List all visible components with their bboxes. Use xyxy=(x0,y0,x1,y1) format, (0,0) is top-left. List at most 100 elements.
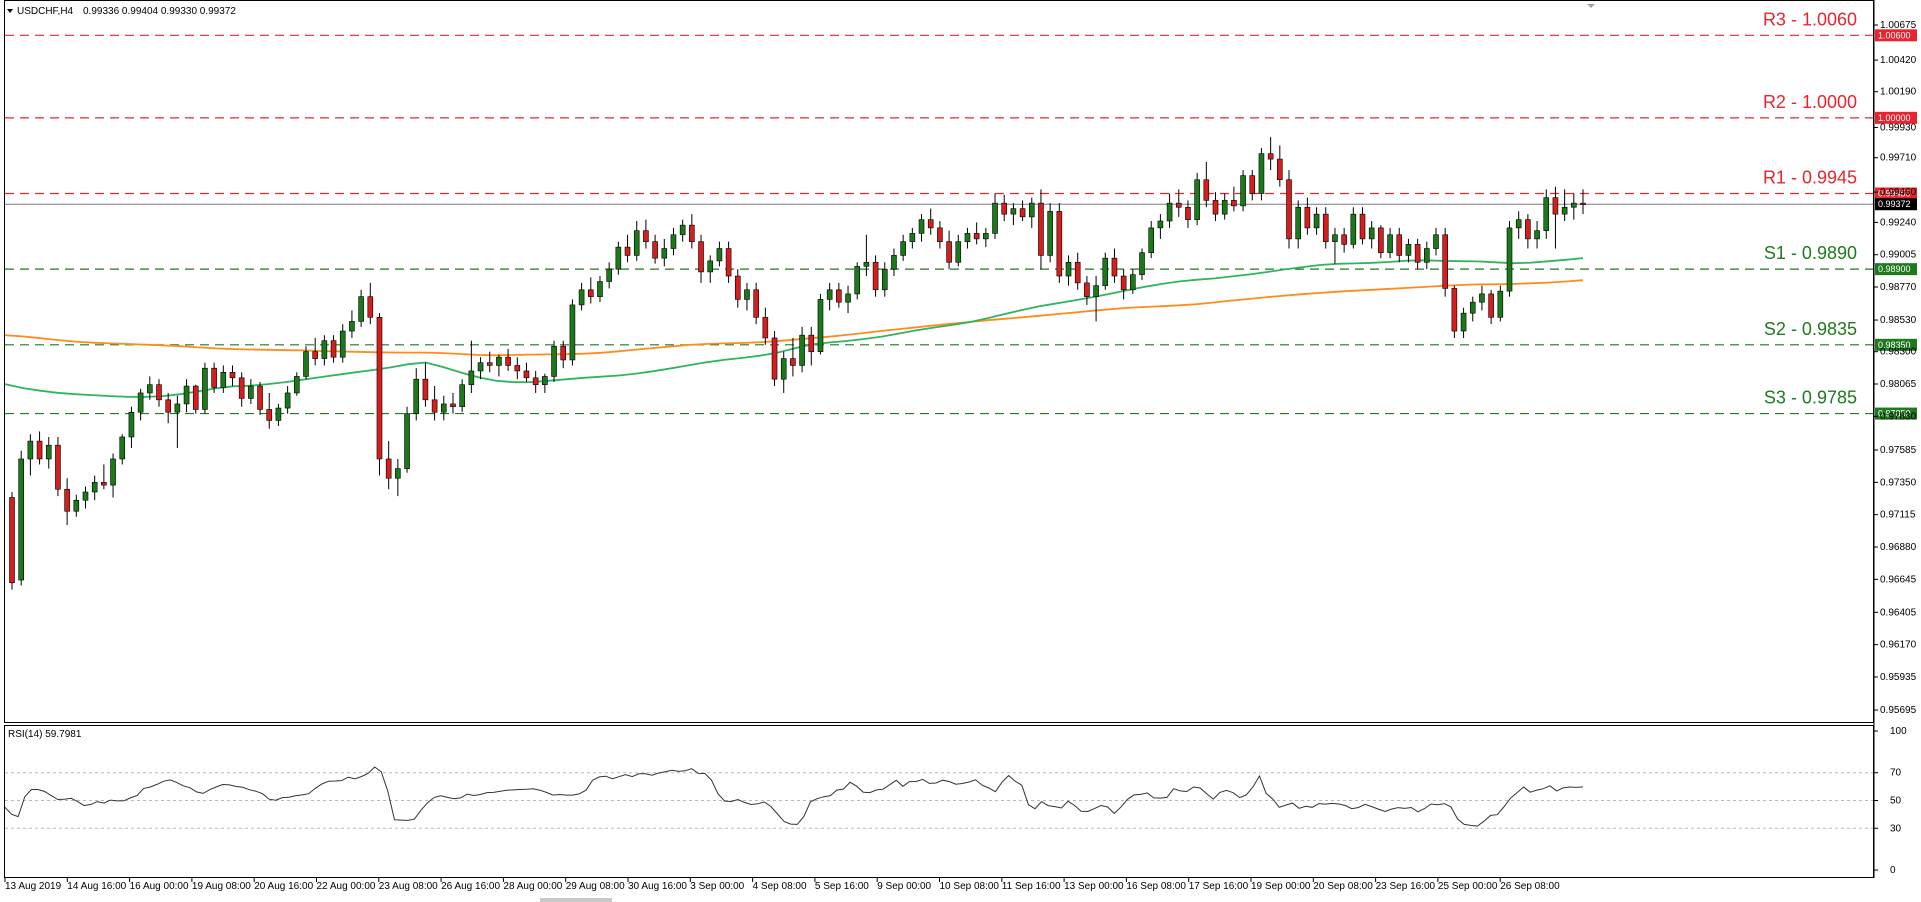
candle xyxy=(486,351,493,373)
rsi-tick-label: 0 xyxy=(1890,865,1896,876)
time-scrollbar[interactable] xyxy=(540,898,612,902)
candle-body-bear xyxy=(771,337,778,380)
candle-body-bear xyxy=(1359,213,1366,240)
candle xyxy=(1120,269,1127,300)
candle xyxy=(1249,170,1256,201)
candle xyxy=(652,234,658,264)
candle-body-bear xyxy=(1396,234,1403,256)
candle xyxy=(165,392,171,424)
candle xyxy=(661,238,668,267)
time-tick-label: 22 Aug 00:00 xyxy=(317,881,376,892)
candle-body-bull xyxy=(18,458,24,581)
level-label-r1: R1 - 0.9945 xyxy=(1763,167,1857,187)
candle xyxy=(137,388,144,421)
candle-body-bull xyxy=(248,385,254,399)
candle-body-bull xyxy=(339,330,346,358)
candle-body-bull xyxy=(91,482,98,493)
candle xyxy=(836,282,842,308)
candle xyxy=(670,227,677,256)
price-tick-label: 0.98530 xyxy=(1880,315,1917,326)
candle-body-bull xyxy=(845,293,851,303)
candle xyxy=(349,310,355,338)
candle-body-bull xyxy=(1010,208,1017,215)
candle-body-bear xyxy=(1414,244,1421,263)
candle xyxy=(459,379,465,413)
candle xyxy=(238,372,245,407)
candle xyxy=(1148,221,1155,259)
candle xyxy=(1286,170,1292,249)
candle-body-bear xyxy=(808,334,815,352)
chart-shift-icon[interactable] xyxy=(1587,4,1595,8)
price-tick-label: 0.98300 xyxy=(1880,347,1917,358)
candle xyxy=(1166,193,1173,228)
candle xyxy=(312,337,318,366)
candle xyxy=(1010,203,1017,226)
candle-body-bull xyxy=(459,384,465,408)
candle xyxy=(1001,194,1008,222)
candle xyxy=(294,372,300,396)
candle xyxy=(845,285,851,314)
candle-body-bear xyxy=(927,219,934,229)
candle xyxy=(9,491,15,590)
candle xyxy=(523,362,530,382)
candle-body-bull xyxy=(1387,234,1393,253)
price-tick-label: 0.99710 xyxy=(1880,153,1917,164)
candle-body-bull xyxy=(413,378,420,414)
candle-body-bull xyxy=(615,246,622,270)
candle-body-bull xyxy=(1460,312,1467,332)
candle-body-bull xyxy=(147,384,153,394)
time-tick-label: 19 Sep 00:00 xyxy=(1251,881,1311,892)
level-lines: R3 - 1.0060 1.00600 R2 - 1.0000 1.00000 R1 -… xyxy=(5,9,1917,420)
candle xyxy=(1304,197,1311,235)
candle-body-bear xyxy=(1580,202,1586,205)
candle-body-bear xyxy=(431,399,438,413)
candle xyxy=(927,208,934,235)
candle-body-bull xyxy=(45,444,52,460)
candle xyxy=(1028,197,1035,228)
ohlc-readout: 0.99336 0.99404 0.99330 0.99372 xyxy=(83,6,236,17)
candle xyxy=(1580,189,1586,215)
candle-body-bear xyxy=(1378,227,1384,253)
candle xyxy=(698,234,704,283)
symbol-label: USDCHF,H4 xyxy=(17,6,74,17)
price-tick-label: 0.96880 xyxy=(1880,542,1917,553)
candle-body-bull xyxy=(716,248,723,262)
candle xyxy=(440,395,447,421)
candle xyxy=(1231,186,1237,212)
candle-body-bear xyxy=(1111,257,1118,277)
candle-body-bull xyxy=(496,356,502,366)
candle-body-bull xyxy=(1561,206,1568,215)
candle xyxy=(1175,189,1182,217)
candle-body-bear xyxy=(192,385,199,410)
candle-body-bear xyxy=(101,482,107,486)
level-tag-text: 1.00000 xyxy=(1878,113,1911,123)
candle xyxy=(192,384,199,414)
candle xyxy=(1047,203,1053,263)
candle xyxy=(992,193,998,239)
candle-body-bull xyxy=(983,233,989,240)
candle xyxy=(413,368,420,421)
candle xyxy=(1497,285,1504,322)
candle-body-bear xyxy=(1084,282,1090,297)
candle xyxy=(780,351,787,393)
candle-body-bear xyxy=(1203,179,1210,201)
symbol-dropdown-icon[interactable] xyxy=(7,9,13,13)
candle xyxy=(1414,238,1421,270)
candle-body-bull xyxy=(661,248,668,259)
candle-body-bull xyxy=(569,304,576,361)
candle-body-bull xyxy=(863,261,870,267)
candle xyxy=(900,234,906,261)
candle-body-bear xyxy=(1056,211,1063,277)
level-tag xyxy=(1875,407,1917,420)
candle-body-bull xyxy=(578,289,585,306)
candle xyxy=(771,331,778,387)
candle xyxy=(753,282,759,325)
moving-averages xyxy=(4,257,1584,398)
candle-body-bear xyxy=(156,384,162,401)
candle-body-bull xyxy=(404,413,410,469)
candle xyxy=(1185,200,1191,228)
candle-body-bull xyxy=(918,219,925,234)
time-tick-label: 26 Sep 08:00 xyxy=(1500,881,1560,892)
candle xyxy=(808,326,815,366)
candle-body-bear xyxy=(753,289,759,318)
